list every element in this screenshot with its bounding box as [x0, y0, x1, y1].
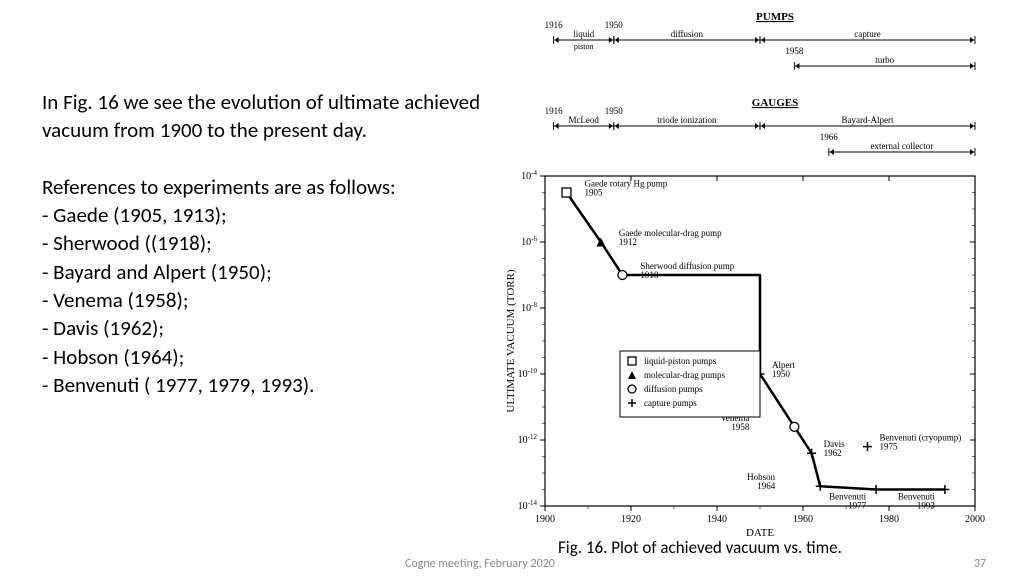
svg-text:triode ionization: triode ionization [657, 115, 717, 125]
ref-6: - Benvenuti ( 1977, 1979, 1993). [42, 371, 482, 399]
ref-3: - Venema (1958); [42, 286, 482, 314]
svg-text:piston: piston [574, 42, 594, 51]
svg-text:GAUGES: GAUGES [752, 97, 798, 109]
para-1: In Fig. 16 we see the evolution of ultim… [42, 88, 482, 145]
svg-text:diffusion pumps: diffusion pumps [644, 384, 703, 394]
vacuum-chart: PUMPS liquid piston 1916 diffusion 1950 captur… [500, 6, 995, 536]
svg-text:1950: 1950 [772, 369, 791, 379]
svg-text:Bayard-Alpert: Bayard-Alpert [842, 115, 894, 125]
svg-text:1950: 1950 [605, 20, 624, 30]
svg-text:10-12: 10-12 [518, 433, 538, 446]
svg-text:1966: 1966 [820, 132, 839, 142]
ref-0: - Gaede (1905, 1913); [42, 201, 482, 229]
svg-text:1975: 1975 [880, 442, 899, 452]
svg-text:DATE: DATE [746, 527, 774, 536]
svg-text:1962: 1962 [824, 448, 842, 458]
svg-text:1912: 1912 [619, 237, 637, 247]
svg-text:capture: capture [854, 29, 880, 39]
svg-text:1900: 1900 [535, 514, 555, 525]
ref-5: - Hobson (1964); [42, 343, 482, 371]
svg-text:ULTIMATE VACUUM (TORR): ULTIMATE VACUUM (TORR) [505, 269, 517, 413]
svg-text:1958: 1958 [785, 46, 804, 56]
ref-1: - Sherwood ((1918); [42, 229, 482, 257]
svg-text:1905: 1905 [585, 188, 604, 198]
svg-text:1940: 1940 [707, 514, 727, 525]
svg-text:1920: 1920 [621, 514, 641, 525]
svg-text:PUMPS: PUMPS [756, 11, 794, 23]
svg-text:diffusion: diffusion [671, 29, 704, 39]
svg-text:1964: 1964 [757, 481, 776, 491]
svg-text:external collector: external collector [871, 141, 934, 151]
svg-text:10-8: 10-8 [521, 301, 537, 314]
svg-text:1916: 1916 [545, 20, 564, 30]
body-text: In Fig. 16 we see the evolution of ultim… [42, 88, 482, 399]
ref-4: - Davis (1962); [42, 314, 482, 342]
svg-text:turbo: turbo [875, 55, 894, 65]
figure-caption: Fig. 16. Plot of achieved vacuum vs. tim… [558, 537, 842, 558]
svg-text:1960: 1960 [793, 514, 813, 525]
refs-intro: References to experiments are as follows… [42, 173, 482, 201]
svg-text:1918: 1918 [640, 270, 659, 280]
svg-text:1980: 1980 [879, 514, 899, 525]
svg-text:liquid-piston pumps: liquid-piston pumps [644, 356, 717, 366]
svg-text:2000: 2000 [965, 514, 985, 525]
svg-text:10-10: 10-10 [518, 367, 538, 380]
svg-text:10-6: 10-6 [521, 235, 537, 248]
svg-text:1916: 1916 [545, 106, 564, 116]
svg-text:1950: 1950 [605, 106, 624, 116]
footer-meeting: Cogne meeting, February 2020 [405, 557, 555, 571]
svg-text:capture pumps: capture pumps [644, 398, 697, 408]
svg-text:1993: 1993 [917, 501, 936, 511]
svg-text:1977: 1977 [848, 501, 867, 511]
ref-2: - Bayard and Alpert (1950); [42, 258, 482, 286]
svg-text:1958: 1958 [731, 422, 750, 432]
svg-text:10-4: 10-4 [521, 169, 537, 182]
chart-container: PUMPS liquid piston 1916 diffusion 1950 captur… [500, 6, 995, 536]
svg-text:10-14: 10-14 [518, 499, 538, 512]
footer-page-number: 37 [974, 557, 986, 571]
svg-text:liquid: liquid [573, 29, 595, 39]
svg-text:McLeod: McLeod [568, 115, 599, 125]
svg-text:molecular-drag pumps: molecular-drag pumps [644, 370, 726, 380]
